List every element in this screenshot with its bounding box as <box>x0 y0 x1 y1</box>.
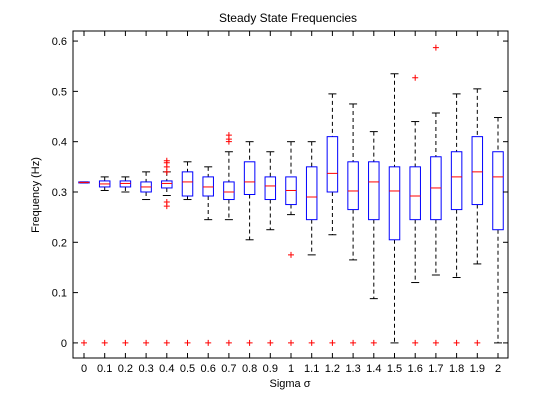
box-group <box>326 93 339 346</box>
outlier-marker <box>432 339 439 346</box>
iqr-box <box>264 176 277 201</box>
x-tick-label: 0.6 <box>201 363 216 375</box>
iqr-box <box>409 166 421 221</box>
iqr-box <box>223 181 235 201</box>
box-group <box>285 141 297 346</box>
outlier-marker <box>163 157 170 164</box>
y-tick-label: 0.2 <box>52 237 67 249</box>
chart-title: Steady State Frequencies <box>219 11 357 25</box>
x-tick-label: 1.4 <box>366 363 381 375</box>
outlier-marker <box>184 339 191 346</box>
box-group <box>450 93 463 346</box>
box-group <box>409 74 421 346</box>
x-tick-label: 0 <box>81 363 87 375</box>
iqr-box <box>119 180 132 188</box>
iqr-box <box>450 151 463 211</box>
x-tick-label: 0.9 <box>263 363 278 375</box>
iqr-box <box>161 180 173 189</box>
outlier-marker <box>163 339 170 346</box>
outlier-marker <box>163 168 170 175</box>
box-group <box>243 141 256 346</box>
x-tick-label: 0.3 <box>138 363 153 375</box>
box-group <box>202 166 214 346</box>
x-tick-label: 0.2 <box>118 363 133 375</box>
x-tick-label: 0.1 <box>97 363 112 375</box>
y-tick-label: 0.3 <box>52 187 67 199</box>
y-tick-label: 0 <box>61 338 67 350</box>
x-tick-label: 0.8 <box>242 363 257 375</box>
box-group <box>305 141 318 346</box>
outlier-marker <box>143 339 150 346</box>
iqr-box <box>243 161 256 196</box>
x-tick-label: 1.5 <box>387 363 402 375</box>
box-group <box>368 131 380 346</box>
iqr-box <box>181 171 194 197</box>
iqr-box <box>202 176 214 197</box>
outlier-marker <box>412 339 419 346</box>
box-group <box>264 151 277 346</box>
box-group <box>181 161 194 346</box>
x-tick-label: 2 <box>495 363 501 375</box>
iqr-box <box>305 166 318 221</box>
plot-area <box>78 44 504 346</box>
y-tick-label: 0.1 <box>52 288 67 300</box>
outlier-marker <box>205 339 212 346</box>
iqr-box <box>368 161 380 221</box>
outlier-marker <box>432 44 439 51</box>
outlier-marker <box>225 132 232 139</box>
x-tick-label: 0.7 <box>221 363 236 375</box>
outlier-marker <box>308 339 315 346</box>
x-tick-label: 0.4 <box>159 363 174 375</box>
x-tick-label: 1.2 <box>325 363 340 375</box>
outlier-marker <box>101 339 108 346</box>
box-group <box>140 171 152 346</box>
x-tick-label: 1.7 <box>428 363 443 375</box>
outlier-marker <box>225 339 232 346</box>
x-tick-label: 0.5 <box>180 363 195 375</box>
x-tick-label: 1.9 <box>470 363 485 375</box>
outlier-marker <box>288 251 294 258</box>
box-group <box>347 103 359 346</box>
y-tick-label: 0.6 <box>52 36 67 48</box>
x-tick-label: 1 <box>288 363 294 375</box>
x-tick-label: 1.8 <box>449 363 464 375</box>
outlier-marker <box>122 339 129 346</box>
x-tick-label: 1.3 <box>345 363 360 375</box>
y-tick-label: 0.4 <box>52 137 67 149</box>
outlier-marker <box>163 199 170 206</box>
x-tick-label: 1.1 <box>304 363 319 375</box>
outlier-marker <box>81 339 87 346</box>
outlier-marker <box>474 339 481 346</box>
iqr-box <box>492 151 504 231</box>
iqr-box <box>388 166 401 241</box>
x-tick-label: 1.6 <box>408 363 423 375</box>
x-axis-label: Sigma σ <box>269 378 310 390</box>
box-group <box>98 176 111 346</box>
box-group <box>78 181 90 346</box>
box-group <box>471 88 484 346</box>
outlier-marker <box>329 339 336 346</box>
iqr-box <box>326 136 339 193</box>
box-group <box>388 73 401 344</box>
outlier-marker <box>453 339 460 346</box>
box-group <box>492 117 504 344</box>
iqr-box <box>347 161 359 211</box>
outlier-marker <box>267 339 274 346</box>
outlier-marker <box>370 339 377 346</box>
outlier-marker <box>412 74 419 81</box>
iqr-box <box>471 136 484 206</box>
y-tick-label: 0.5 <box>52 86 67 98</box>
box-group <box>119 176 132 346</box>
outlier-marker <box>350 339 357 346</box>
box-group <box>161 157 173 346</box>
y-axis-label: Frequency (Hz) <box>30 157 42 233</box>
box-group <box>223 132 235 346</box>
outlier-marker <box>246 339 253 346</box>
outlier-marker <box>288 339 294 346</box>
box-group <box>430 44 442 346</box>
